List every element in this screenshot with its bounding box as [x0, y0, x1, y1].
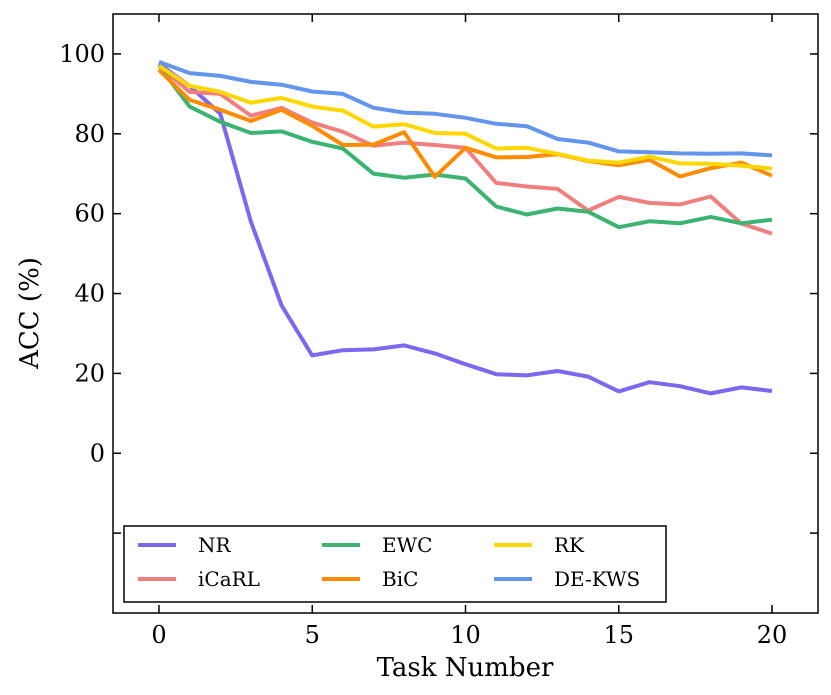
plot-frame [112, 13, 819, 614]
legend-label-rk: RK [554, 533, 585, 557]
legend-label-icarl: iCaRL [198, 567, 260, 591]
legend-label-ewc: EWC [382, 533, 432, 557]
series-line-nr [157, 62, 773, 396]
y-tick-label: 20 [74, 359, 105, 387]
legend-label-de-kws: DE-KWS [554, 567, 640, 591]
y-axis-label: ACC (%) [15, 257, 45, 370]
y-tick-label: 0 [90, 439, 105, 467]
legend-label-nr: NR [198, 533, 232, 557]
legend: NR iCaRL EWC BiC RK DE-KWS [123, 525, 667, 603]
x-tick-label: 10 [450, 621, 481, 649]
series-line-ewc [157, 64, 773, 230]
x-tick-label: 0 [151, 621, 166, 649]
x-axis-label: Task Number [377, 653, 554, 683]
series-line-bic [157, 68, 773, 179]
y-tick-label: 40 [74, 280, 105, 308]
x-tick-label: 5 [305, 621, 320, 649]
y-tick-label: 80 [74, 120, 105, 148]
plot-lines [157, 60, 773, 396]
y-tick-label: 100 [59, 40, 105, 68]
y-axis-ticks: 0 20 40 60 80 100 [59, 40, 818, 534]
y-tick-label: 60 [74, 200, 105, 228]
x-tick-label: 20 [757, 621, 788, 649]
series-line-rk [157, 64, 773, 171]
x-axis-ticks: 0 5 10 15 20 [151, 14, 787, 649]
legend-label-bic: BiC [382, 567, 418, 591]
x-tick-label: 15 [603, 621, 634, 649]
legend-box [123, 525, 667, 603]
series-line-de-kws [158, 60, 773, 158]
